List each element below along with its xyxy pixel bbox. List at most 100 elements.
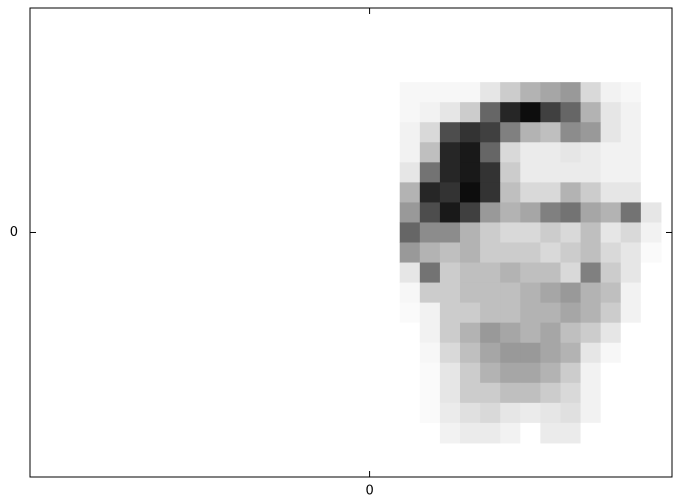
pixel [621,283,642,304]
pixel [520,303,541,324]
pixel [460,82,481,103]
y-tick-label: 0 [10,225,18,240]
pixel [540,323,561,344]
pixel [460,283,481,304]
pixel [540,202,561,223]
pixel [400,303,421,324]
pixel [641,363,662,384]
pixel [581,403,602,424]
pixel [621,263,642,284]
pixel [400,102,421,123]
pixel [621,202,642,223]
pixel [601,323,622,344]
pixel [480,383,501,404]
pixel [440,363,461,384]
pixel [540,343,561,364]
pixel [480,82,501,103]
pixel [460,122,481,143]
pixel [621,222,642,243]
pixel [420,102,441,123]
pixel [460,263,481,284]
pixel [520,363,541,384]
pixel [500,323,521,344]
pixel [581,283,602,304]
pixel [560,162,581,183]
pixel [621,363,642,384]
pixel [540,182,561,203]
pixel [440,303,461,324]
pixel [420,243,441,264]
pixel [460,343,481,364]
pixel [440,243,461,264]
pixel [420,142,441,163]
pixel [621,343,642,364]
pixel [400,122,421,143]
pixel [520,243,541,264]
pixel [601,102,622,123]
pixel [500,403,521,424]
pixel [641,403,662,424]
pixel [560,343,581,364]
pixel [500,283,521,304]
pixel [440,403,461,424]
pixel [601,303,622,324]
pixel [621,323,642,344]
pixel [581,303,602,324]
pixel [440,423,461,444]
pixel [581,363,602,384]
pixel [420,222,441,243]
pixel [601,202,622,223]
pixel [480,283,501,304]
pixel [621,403,642,424]
pixel [641,243,662,264]
pixel [520,343,541,364]
pixel [560,323,581,344]
pixel [621,423,642,444]
x-tick-label: 0 [365,484,373,499]
pixel [560,383,581,404]
pixel [540,383,561,404]
pixel [480,162,501,183]
pixel [480,102,501,123]
pixel [581,222,602,243]
pixel [480,263,501,284]
pixel [400,243,421,264]
pixel [621,162,642,183]
pixel [540,102,561,123]
pixel [420,323,441,344]
pixel [520,202,541,223]
pixel [560,263,581,284]
pixel [420,182,441,203]
pixel [420,363,441,384]
pixel [520,82,541,103]
pixel [500,182,521,203]
pixel [480,343,501,364]
pixel [641,202,662,223]
pixel [560,423,581,444]
pixel [420,343,441,364]
pixel [400,343,421,364]
pixel [500,162,521,183]
pixel [420,383,441,404]
pixel [400,222,421,243]
pixel [420,303,441,324]
pixel [480,122,501,143]
pixel [641,323,662,344]
pixel [601,162,622,183]
pixel [560,182,581,203]
pixel [500,102,521,123]
pixel [581,102,602,123]
pixel [601,283,622,304]
pixel [440,182,461,203]
pixel [400,283,421,304]
pixel [540,222,561,243]
pixel [440,222,461,243]
pixel [480,243,501,264]
pixel [520,403,541,424]
pixel [520,142,541,163]
pixel [581,383,602,404]
pixel [500,343,521,364]
pixel [460,142,481,163]
pixel [440,283,461,304]
pixel [440,343,461,364]
